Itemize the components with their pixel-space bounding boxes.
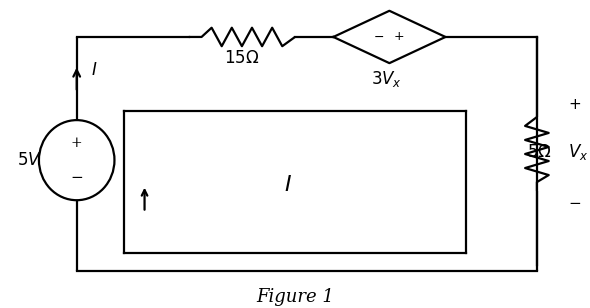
Text: +: + bbox=[71, 136, 83, 150]
Text: $5\Omega$: $5\Omega$ bbox=[527, 144, 552, 161]
Text: $I$: $I$ bbox=[284, 174, 292, 196]
Polygon shape bbox=[333, 11, 445, 63]
Text: $+$: $+$ bbox=[568, 98, 581, 112]
Text: $I$: $I$ bbox=[91, 62, 98, 79]
Text: +: + bbox=[394, 30, 404, 43]
Text: $3V_x$: $3V_x$ bbox=[371, 69, 402, 88]
Ellipse shape bbox=[39, 120, 114, 200]
Text: $15\Omega$: $15\Omega$ bbox=[224, 50, 260, 67]
Text: $V_x$: $V_x$ bbox=[568, 143, 588, 162]
Text: $5V$: $5V$ bbox=[17, 152, 42, 169]
Text: Figure 1: Figure 1 bbox=[256, 288, 334, 306]
Text: −: − bbox=[70, 170, 83, 184]
Text: −: − bbox=[373, 30, 384, 43]
Text: $-$: $-$ bbox=[568, 195, 581, 209]
